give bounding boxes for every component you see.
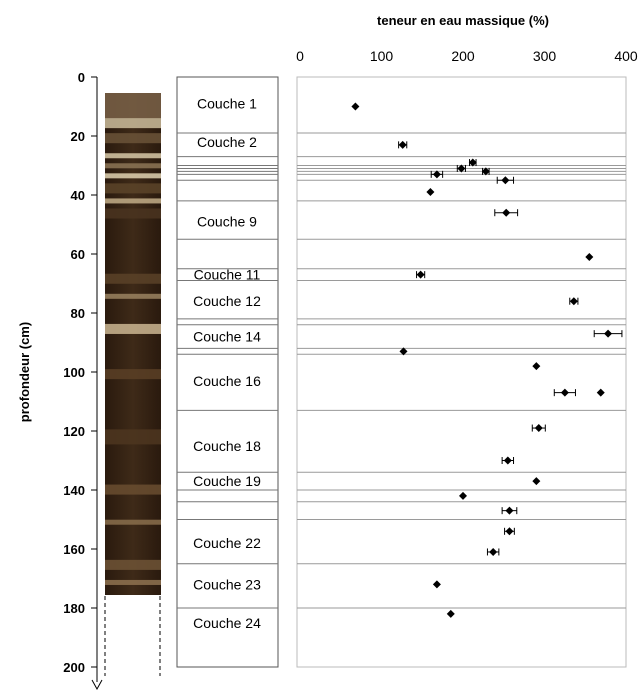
data-point (569, 297, 578, 306)
x-tick-label: 400 (614, 48, 638, 64)
core-band (105, 153, 161, 159)
layer-label: Couche 14 (193, 329, 261, 345)
layer-label: Couche 9 (197, 214, 257, 230)
layer-label: Couche 23 (193, 576, 261, 592)
core-band (105, 429, 161, 445)
data-point (399, 347, 408, 356)
y-tick-label: 80 (71, 306, 85, 321)
x-tick-label: 200 (451, 48, 475, 64)
y-tick-label: 40 (71, 188, 85, 203)
x-axis-title: teneur en eau massique (%) (377, 13, 549, 28)
layer-label: Couche 24 (193, 615, 261, 631)
data-point (532, 362, 541, 371)
layer-label: Couche 22 (193, 535, 261, 551)
data-point (503, 456, 512, 465)
core-band (105, 163, 161, 169)
core-band (105, 273, 161, 284)
data-point (585, 252, 594, 261)
core-band (105, 293, 161, 299)
layer-column: Couche 1 Couche 2 Couche 9 Couche 11 Couche … (176, 76, 279, 668)
data-point (426, 188, 435, 197)
data-point (459, 491, 467, 500)
y-tick-label: 60 (71, 247, 85, 262)
data-point (532, 477, 541, 486)
core-band (105, 484, 161, 495)
data-point (432, 170, 441, 179)
depth-axis: 0 20 40 60 80 100 120 140 160 180 200 (63, 70, 103, 690)
data-point (481, 167, 490, 176)
y-tick-label: 200 (63, 660, 85, 675)
data-point (489, 547, 498, 556)
core-band (105, 208, 161, 219)
data-point (416, 270, 425, 279)
core-band (105, 198, 161, 204)
y-tick-label: 140 (63, 483, 85, 498)
layer-label: Couche 11 (194, 267, 261, 283)
core-band (105, 93, 161, 119)
y-tick-label: 180 (63, 601, 85, 616)
data-point (534, 424, 543, 433)
data-point (502, 208, 511, 217)
soil-core-image (104, 93, 161, 676)
y-tick-label: 100 (63, 365, 85, 380)
core-band (105, 559, 161, 570)
y-tick-label: 120 (63, 424, 85, 439)
layer-label: Couche 2 (197, 134, 257, 150)
data-point (446, 609, 455, 618)
layer-label: Couche 1 (197, 96, 257, 112)
core-band (105, 183, 161, 194)
x-tick-label: 100 (370, 48, 394, 64)
core-band (105, 579, 161, 585)
data-point (457, 164, 466, 173)
x-tick-label: 300 (533, 48, 557, 64)
data-point (604, 329, 613, 338)
x-tick-label: 0 (296, 48, 304, 64)
core-band (105, 519, 161, 525)
layer-label: Couche 16 (193, 373, 261, 389)
core-band (105, 369, 161, 380)
data-point (351, 102, 360, 111)
data-point (560, 388, 569, 397)
layer-label: Couche 19 (193, 473, 261, 489)
core-band (105, 323, 161, 334)
data-point (432, 580, 441, 589)
data-point (596, 388, 605, 397)
y-tick-label: 0 (78, 70, 85, 85)
core-band (105, 173, 161, 179)
plot-panel: 0 100 200 300 400 (296, 48, 638, 668)
y-tick-label: 160 (63, 542, 85, 557)
layer-label: Couche 18 (193, 438, 261, 454)
data-point (501, 176, 510, 185)
data-point (468, 158, 477, 167)
layer-label: Couche 12 (193, 293, 261, 309)
core-band (105, 133, 161, 144)
data-point (505, 527, 514, 536)
y-tick-label: 20 (71, 129, 85, 144)
core-band (105, 118, 161, 129)
data-point (505, 506, 514, 515)
y-axis-title: profondeur (cm) (17, 322, 32, 422)
data-point (398, 140, 407, 149)
